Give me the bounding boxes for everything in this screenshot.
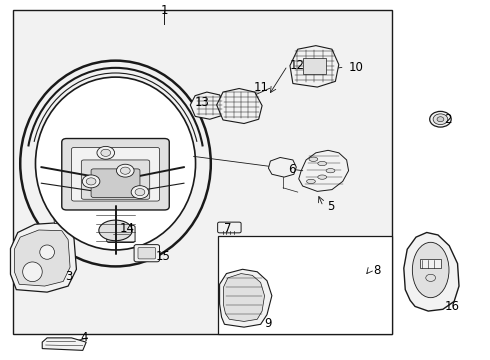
FancyBboxPatch shape: [218, 222, 241, 233]
Text: 9: 9: [265, 317, 272, 330]
Bar: [303, 58, 326, 73]
Polygon shape: [53, 211, 78, 224]
Text: 3: 3: [66, 270, 73, 283]
FancyBboxPatch shape: [81, 160, 150, 199]
Text: 12: 12: [290, 59, 305, 72]
FancyBboxPatch shape: [62, 139, 169, 210]
Ellipse shape: [326, 168, 335, 173]
Polygon shape: [42, 338, 86, 350]
Text: 16: 16: [444, 300, 459, 313]
Ellipse shape: [318, 161, 327, 166]
Circle shape: [117, 164, 134, 177]
Circle shape: [433, 114, 448, 125]
Circle shape: [437, 117, 444, 122]
Bar: [420, 259, 441, 268]
Ellipse shape: [413, 242, 449, 298]
Text: 6: 6: [288, 163, 295, 176]
Ellipse shape: [99, 220, 132, 241]
Ellipse shape: [20, 60, 211, 266]
Bar: [218, 237, 392, 334]
Text: 5: 5: [327, 200, 335, 213]
Polygon shape: [190, 92, 224, 119]
FancyBboxPatch shape: [72, 148, 159, 201]
Ellipse shape: [35, 77, 196, 250]
Polygon shape: [223, 274, 265, 321]
Text: 13: 13: [195, 96, 210, 109]
FancyBboxPatch shape: [91, 169, 140, 198]
Circle shape: [135, 189, 145, 196]
FancyBboxPatch shape: [134, 245, 159, 262]
Ellipse shape: [307, 179, 316, 184]
Circle shape: [121, 167, 130, 174]
Circle shape: [86, 178, 96, 185]
Text: 8: 8: [373, 264, 380, 277]
Text: 1: 1: [161, 4, 168, 17]
Text: 7: 7: [224, 222, 231, 235]
Ellipse shape: [318, 175, 327, 179]
FancyBboxPatch shape: [138, 247, 156, 259]
Text: 2: 2: [444, 113, 452, 126]
Circle shape: [426, 274, 436, 282]
Text: 14: 14: [119, 222, 134, 235]
Circle shape: [97, 147, 115, 159]
Circle shape: [82, 175, 100, 188]
Circle shape: [430, 111, 451, 127]
Ellipse shape: [23, 262, 42, 282]
Circle shape: [101, 149, 111, 156]
Text: 4: 4: [80, 330, 88, 344]
Polygon shape: [404, 233, 459, 311]
Bar: [13, 10, 392, 334]
Polygon shape: [14, 230, 70, 286]
Polygon shape: [220, 269, 272, 327]
Polygon shape: [217, 89, 262, 123]
Text: 11: 11: [253, 81, 269, 94]
Circle shape: [131, 186, 149, 199]
Polygon shape: [290, 46, 339, 87]
Polygon shape: [299, 150, 348, 192]
FancyBboxPatch shape: [107, 225, 135, 243]
Ellipse shape: [40, 245, 54, 259]
Ellipse shape: [309, 157, 318, 161]
Polygon shape: [269, 157, 296, 177]
Text: 15: 15: [156, 250, 171, 263]
Polygon shape: [10, 223, 76, 292]
Text: 10: 10: [348, 60, 364, 73]
